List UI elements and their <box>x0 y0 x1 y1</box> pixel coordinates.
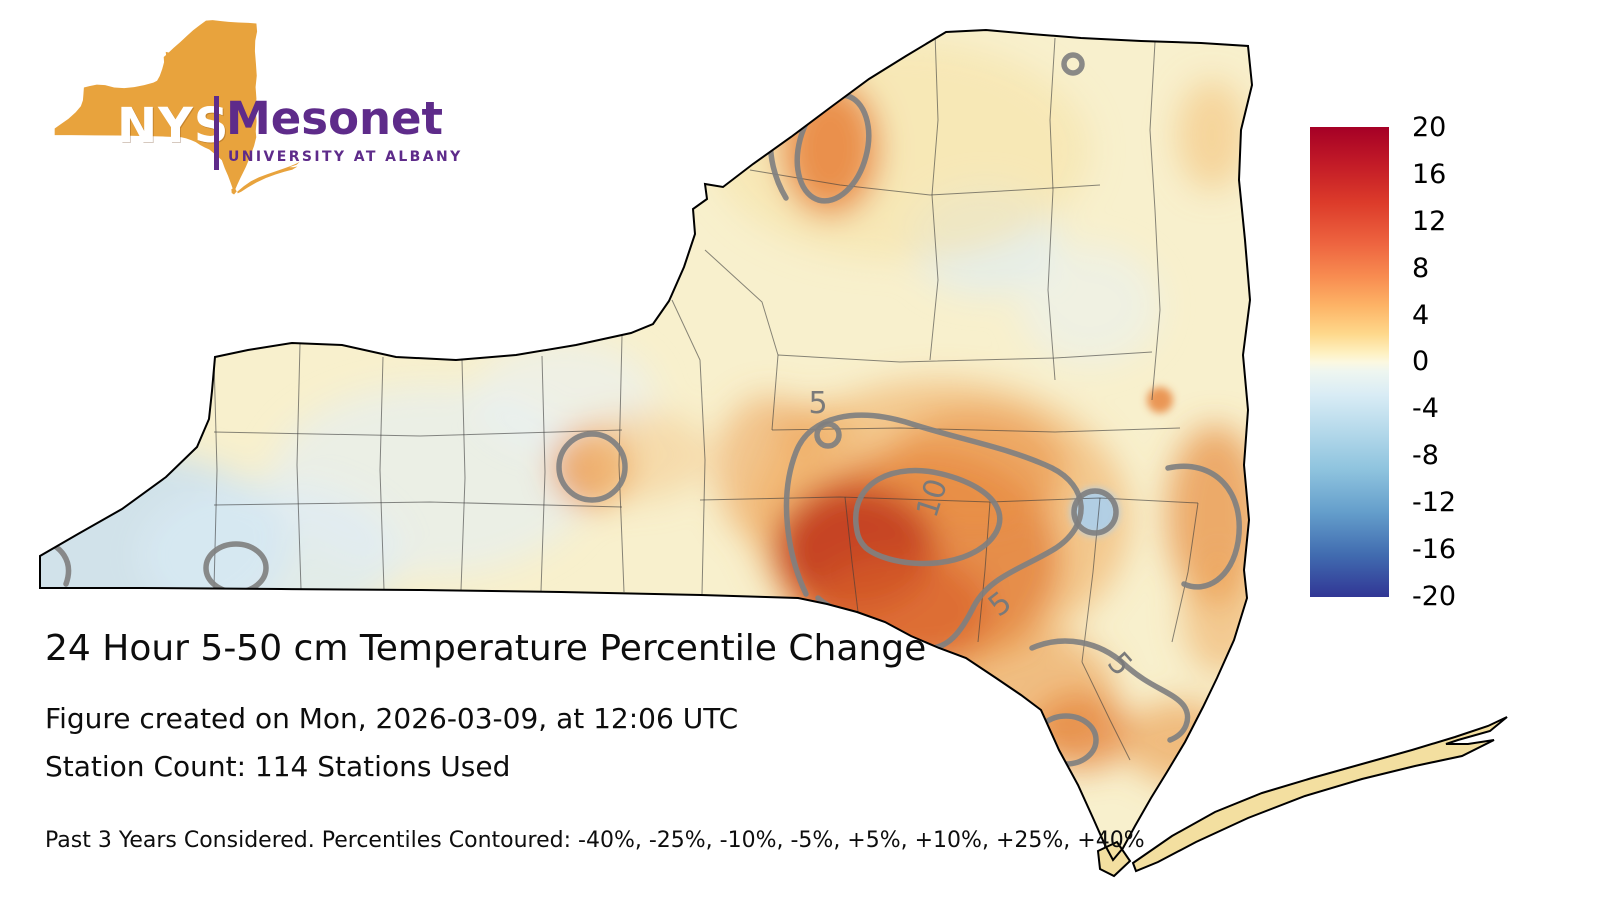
station-count-text: Station Count: 114 Stations Used <box>45 750 511 783</box>
logo-acronym: NYS <box>117 98 230 154</box>
colorbar-tick-label: 20 <box>1412 112 1447 143</box>
footer-note: Past 3 Years Considered. Percentiles Con… <box>45 828 1145 853</box>
figure-created-text: Figure created on Mon, 2026-03-09, at 12… <box>45 702 739 735</box>
colorbar-tick-labels: 20 16 12 8 4 0 -4 -8 -12 -16 -20 <box>1412 114 1502 610</box>
colorbar-gradient <box>1310 127 1389 597</box>
county-boundaries <box>213 32 1199 761</box>
colorbar-tick-label: 12 <box>1412 205 1447 237</box>
colorbar-tick-label: -8 <box>1412 440 1439 472</box>
colorbar-tick-label: 16 <box>1412 158 1447 190</box>
contour-label: 5 <box>808 386 827 421</box>
colorbar-tick-label: -4 <box>1412 393 1439 425</box>
colorbar-tick-label: -12 <box>1412 487 1457 519</box>
colorbar-tick-label: 8 <box>1412 252 1430 284</box>
logo-wordmark: Mesonet <box>226 92 444 145</box>
logo-divider <box>214 96 219 170</box>
heat-field <box>40 32 1252 784</box>
logo-subtitle: UNIVERSITY AT ALBANY <box>228 149 463 165</box>
colorbar-tick-label: -20 <box>1412 580 1457 612</box>
colorbar-tick-label: 0 <box>1412 346 1430 378</box>
colorbar-tick-label: -16 <box>1412 534 1457 566</box>
colorbar-tick-label: 4 <box>1412 299 1430 331</box>
figure-title: 24 Hour 5-50 cm Temperature Percentile C… <box>45 628 927 669</box>
long-island-fill <box>1133 717 1507 871</box>
